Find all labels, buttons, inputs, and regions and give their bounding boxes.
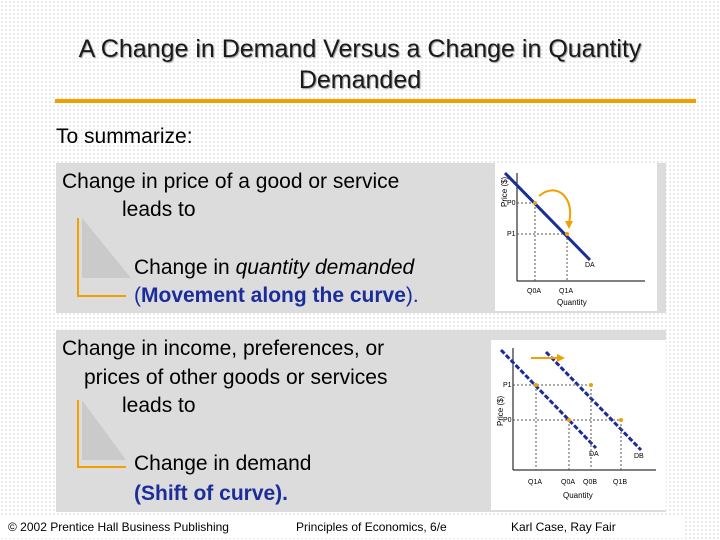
graph2-point-1 bbox=[534, 383, 538, 387]
graph2-xlabel: Quantity bbox=[563, 491, 593, 500]
panel1-result-line-2: (Movement along the curve). bbox=[134, 282, 419, 310]
graph2-arrowhead bbox=[557, 354, 565, 362]
graph2-q0b-label: Q0B bbox=[583, 479, 597, 486]
summary-heading: To summarize: bbox=[56, 125, 193, 148]
graph2-p0-label: P0 bbox=[503, 417, 512, 424]
panel2-result-line-1: Change in demand bbox=[134, 452, 312, 475]
graph1-ylabel: Price ($) bbox=[500, 176, 509, 207]
graph2-point-3 bbox=[589, 383, 593, 387]
graph1-xlabel: Quantity bbox=[557, 298, 587, 307]
graph1-svg: Price ($) P0 P1 Q0A Q1A Quantity DA bbox=[500, 171, 645, 307]
graph1-q0-label: Q0A bbox=[527, 288, 541, 295]
panel1-result-italic: quantity demanded bbox=[235, 256, 415, 279]
graph1-q1-label: Q1A bbox=[559, 288, 573, 295]
graph2-point-2 bbox=[567, 418, 571, 422]
graph-movement-along-curve: Price ($) P0 P1 Q0A Q1A Quantity DA bbox=[495, 163, 657, 311]
graph2-demand-curve-a bbox=[499, 348, 598, 450]
panel2-line-3: leads to bbox=[122, 394, 196, 417]
graph-shift-of-curve: Price ($) P1 P0 Q1A Q0A Q0B Q1B Quantity… bbox=[491, 340, 666, 510]
panel2-line-1: Change in income, preferences, or bbox=[62, 337, 385, 360]
graph1-arrowhead bbox=[565, 221, 573, 229]
graph2-curve-b-label: DB bbox=[634, 453, 644, 460]
slide-title: A Change in Demand Versus a Change in Qu… bbox=[0, 34, 720, 96]
graph1-p1-label: P1 bbox=[507, 231, 516, 238]
graph2-p1-label: P1 bbox=[503, 382, 512, 389]
panel1-line-1: Change in price of a good or service bbox=[62, 170, 400, 193]
bracket-arrow-icon-2 bbox=[77, 400, 126, 468]
slide-footer: © 2002 Prentice Hall Business Publishing… bbox=[0, 516, 684, 538]
panel1-close-paren: ). bbox=[405, 284, 419, 307]
panel1-result-line-1: Change in quantity demanded bbox=[134, 254, 414, 282]
graph2-curve-a-label: DA bbox=[589, 451, 599, 458]
panel1-result-prefix: Change in bbox=[134, 256, 236, 279]
graph2-q0a-label: Q0A bbox=[561, 479, 575, 486]
graph1-point-0 bbox=[533, 201, 537, 205]
panel2-result-line-2: (Shift of curve). bbox=[134, 482, 289, 505]
title-line-2: Demanded bbox=[298, 66, 422, 94]
graph1-p0-label: P0 bbox=[507, 200, 516, 207]
title-line-1: A Change in Demand Versus a Change in Qu… bbox=[78, 35, 642, 63]
graph2-q1a-label: Q1A bbox=[528, 479, 542, 486]
panel-demand-shift: Change in income, preferences, or prices… bbox=[56, 330, 666, 512]
panel1-open-paren: ( bbox=[134, 284, 141, 307]
panel-price-change: Change in price of a good or service lea… bbox=[56, 163, 666, 313]
graph2-ylabel: Price ($) bbox=[496, 395, 505, 426]
footer-copyright: © 2002 Prentice Hall Business Publishing bbox=[8, 520, 229, 534]
graph2-q1b-label: Q1B bbox=[613, 479, 627, 486]
graph2-demand-curve-b bbox=[544, 350, 643, 452]
bracket-arrow-icon bbox=[77, 218, 131, 297]
title-underline bbox=[55, 99, 696, 103]
graph1-point-1 bbox=[565, 232, 569, 236]
footer-authors: Karl Case, Ray Fair bbox=[511, 520, 616, 534]
panel2-line-2: prices of other goods or services bbox=[84, 366, 388, 389]
footer-book-title: Principles of Economics, 6/e bbox=[296, 520, 447, 534]
panel1-line-2: leads to bbox=[122, 198, 196, 221]
graph1-curve-label: DA bbox=[585, 262, 595, 269]
panel1-result-bold: Movement along the curve bbox=[141, 284, 406, 307]
graph1-demand-curve bbox=[503, 171, 592, 262]
graph1-movement-arrow bbox=[538, 189, 572, 224]
graph2-point-4 bbox=[619, 418, 623, 422]
graph2-svg: Price ($) P1 P0 Q1A Q0A Q0B Q1B Quantity… bbox=[496, 348, 656, 500]
